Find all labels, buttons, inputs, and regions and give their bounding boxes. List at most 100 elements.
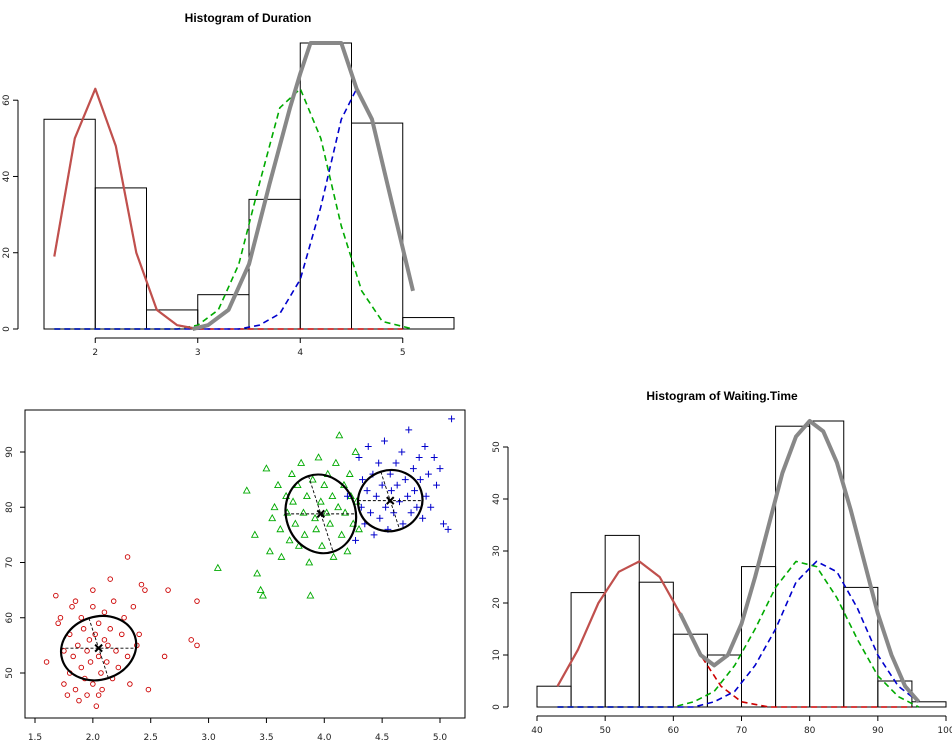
x-tick-label: 5.0 (433, 733, 448, 743)
data-point (326, 519, 335, 527)
chart-title: Histogram of Duration (185, 11, 312, 25)
data-point (250, 530, 259, 538)
data-point (393, 481, 401, 489)
histogram-bar (775, 425, 811, 708)
data-point (329, 552, 338, 560)
data-point (352, 537, 359, 544)
data-point (90, 587, 96, 593)
data-point (289, 497, 298, 505)
data-point (80, 626, 87, 632)
data-point (378, 481, 386, 489)
histogram-bar (638, 581, 674, 708)
y-tick-label: 50 (492, 441, 502, 453)
data-point (392, 459, 400, 467)
density-curve (53, 88, 403, 330)
x-tick-label: 40 (531, 726, 543, 736)
data-point (376, 514, 384, 522)
cluster-center-marker (94, 643, 103, 653)
density-curve (54, 88, 414, 330)
data-point (213, 563, 222, 571)
chart-title: Histogram of Waiting.Time (646, 389, 798, 403)
x-tick-label: 2 (92, 348, 98, 358)
data-point (401, 476, 409, 484)
data-point (124, 653, 131, 660)
data-point (121, 615, 127, 621)
y-tick-label: 40 (492, 493, 502, 505)
data-point (101, 609, 108, 615)
data-point (165, 587, 171, 593)
data-point (421, 443, 429, 450)
data-point (105, 642, 111, 649)
data-point (78, 664, 85, 671)
data-point (299, 508, 308, 516)
data-point (331, 458, 340, 466)
density-curve (53, 87, 198, 331)
data-point (419, 514, 427, 522)
histogram-bar (402, 317, 455, 330)
data-point (127, 681, 133, 687)
histogram-bar (570, 592, 606, 708)
data-point (92, 631, 98, 638)
waiting-histogram-panel: Histogram of Waiting.Time 40 50 60 70 80 90 10… (492, 389, 952, 736)
data-point (142, 587, 148, 593)
x-tick-label: 5 (400, 348, 406, 358)
data-point (306, 591, 315, 599)
y-tick-label: 10 (492, 649, 502, 661)
data-point (274, 480, 282, 488)
data-point (72, 598, 79, 604)
y-tick-label: 60 (5, 612, 15, 624)
x-tick-label: 2.0 (86, 733, 101, 743)
data-point (396, 498, 403, 506)
data-point (364, 443, 372, 450)
data-point (341, 508, 350, 516)
histogram-bar (146, 309, 199, 330)
data-point (311, 513, 319, 522)
data-point (61, 681, 67, 687)
data-point (258, 591, 267, 599)
data-point (433, 481, 440, 489)
data-point (430, 454, 438, 461)
data-point (422, 492, 430, 500)
data-point (161, 653, 168, 660)
data-point (113, 648, 119, 654)
data-point (427, 503, 435, 511)
data-point (382, 503, 390, 511)
data-point (194, 642, 200, 649)
data-point (302, 491, 311, 500)
data-point (57, 615, 64, 621)
data-point (268, 513, 277, 522)
data-point (124, 554, 131, 560)
data-point (363, 487, 371, 495)
plot-frame (24, 409, 466, 719)
data-point (440, 520, 447, 528)
y-tick-label: 70 (5, 557, 15, 569)
y-tick-label: 50 (5, 667, 15, 679)
histogram-bar (351, 122, 404, 330)
data-point (253, 569, 262, 577)
data-point (95, 653, 102, 660)
data-point (84, 648, 90, 654)
data-point (78, 615, 85, 621)
data-point (359, 476, 366, 484)
data-point (312, 525, 321, 533)
data-point (61, 648, 67, 654)
data-point (277, 552, 286, 560)
cluster-center-marker (386, 496, 395, 505)
data-point (188, 637, 194, 643)
data-point (70, 653, 76, 660)
data-point (103, 659, 110, 665)
x-tick-label: 100 (937, 726, 952, 736)
data-point (115, 664, 122, 671)
data-point (337, 530, 346, 538)
data-point (76, 697, 82, 704)
x-tick-label: 4.5 (375, 733, 389, 743)
data-point (318, 541, 326, 549)
data-point (110, 598, 117, 604)
histogram-bar (248, 198, 301, 330)
histogram-bar (604, 534, 640, 708)
data-point (320, 480, 329, 488)
x-tick-label: 1.5 (28, 733, 42, 743)
y-tick-label: 30 (492, 545, 502, 557)
x-tick-label: 4 (297, 348, 303, 358)
data-point (53, 592, 59, 599)
